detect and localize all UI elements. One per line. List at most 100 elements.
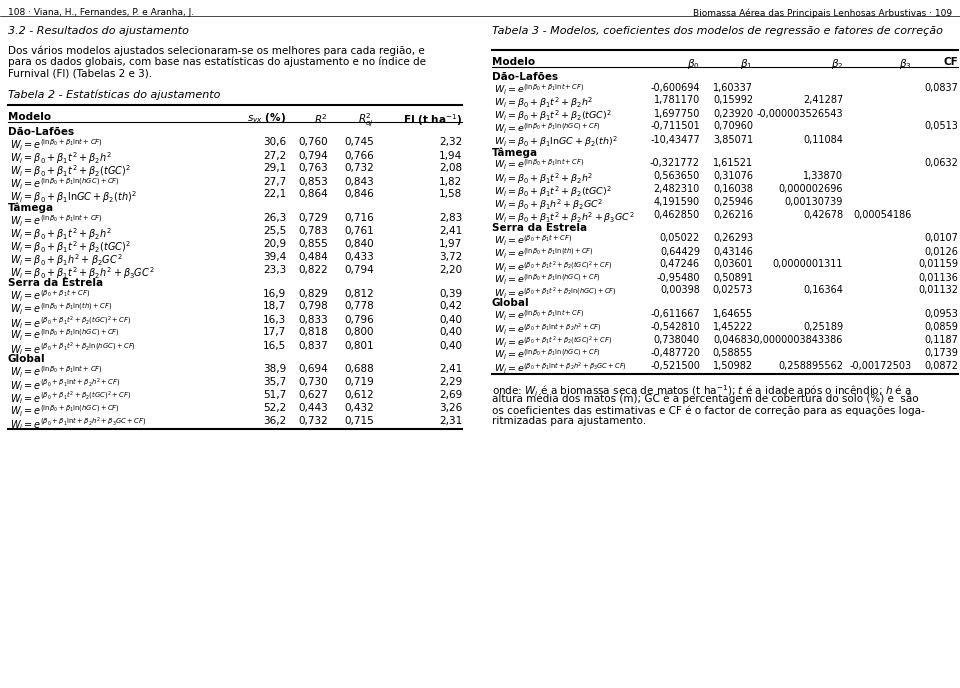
Text: $W_i = e^{(\beta_0+\beta_1 t^2+\beta_2(tGC)^2+CF)}$: $W_i = e^{(\beta_0+\beta_1 t^2+\beta_2(t… — [494, 335, 612, 351]
Text: Tabela 3 - Modelos, coeficientes dos modelos de regressão e fatores de correção: Tabela 3 - Modelos, coeficientes dos mod… — [492, 26, 943, 36]
Text: -0,600694: -0,600694 — [651, 83, 700, 92]
Text: 0,70960: 0,70960 — [713, 122, 753, 131]
Text: 0,738040: 0,738040 — [654, 335, 700, 345]
Text: $W_i = \beta_0 + \beta_1\mathrm{ln}GC + \beta_2(th)^2$: $W_i = \beta_0 + \beta_1\mathrm{ln}GC + … — [494, 134, 617, 149]
Text: 0,766: 0,766 — [345, 151, 374, 160]
Text: 0,688: 0,688 — [345, 364, 374, 374]
Text: 1,697750: 1,697750 — [654, 109, 700, 118]
Text: 0,801: 0,801 — [345, 341, 374, 350]
Text: 0,840: 0,840 — [345, 239, 374, 249]
Text: 0,16038: 0,16038 — [713, 184, 753, 194]
Text: 0,715: 0,715 — [345, 416, 374, 426]
Text: $W_i = \beta_0 + \beta_1 t^2 + \beta_2(tGC)^2$: $W_i = \beta_0 + \beta_1 t^2 + \beta_2(t… — [494, 109, 612, 123]
Text: Furnival (FI) (Tabelas 2 e 3).: Furnival (FI) (Tabelas 2 e 3). — [8, 68, 152, 78]
Text: $W_i = e^{(\mathrm{ln}\beta_0+\beta_1\mathrm{ln}(th)+CF)}$: $W_i = e^{(\mathrm{ln}\beta_0+\beta_1\ma… — [494, 246, 593, 261]
Text: $R^2_{aj}$: $R^2_{aj}$ — [358, 112, 374, 129]
Text: 2,29: 2,29 — [439, 377, 462, 387]
Text: -0,0000003843386: -0,0000003843386 — [751, 335, 843, 345]
Text: 1,97: 1,97 — [439, 239, 462, 249]
Text: 0,829: 0,829 — [299, 288, 328, 299]
Text: 39,4: 39,4 — [263, 252, 286, 262]
Text: Tâmega: Tâmega — [8, 202, 54, 213]
Text: $W_i = e^{(\mathrm{ln}\beta_0+\beta_1\mathrm{ln}(hGC)+CF)}$: $W_i = e^{(\mathrm{ln}\beta_0+\beta_1\ma… — [494, 272, 601, 287]
Text: FI (t ha$^{-1}$): FI (t ha$^{-1}$) — [403, 112, 462, 128]
Text: 0,0837: 0,0837 — [924, 83, 958, 92]
Text: 0,000002696: 0,000002696 — [779, 184, 843, 194]
Text: Tâmega: Tâmega — [492, 147, 539, 158]
Text: 16,9: 16,9 — [263, 288, 286, 299]
Text: -0,321772: -0,321772 — [650, 158, 700, 168]
Text: 1,33870: 1,33870 — [803, 171, 843, 181]
Text: 0,23920: 0,23920 — [713, 109, 753, 118]
Text: 0,864: 0,864 — [299, 189, 328, 200]
Text: 22,1: 22,1 — [263, 189, 286, 200]
Text: $W_i = e^{(\beta_0+\beta_1 t^2+\beta_2\mathrm{ln}(hGC)+CF)}$: $W_i = e^{(\beta_0+\beta_1 t^2+\beta_2\m… — [494, 286, 616, 301]
Text: 20,9: 20,9 — [263, 239, 286, 249]
Text: 0,846: 0,846 — [345, 189, 374, 200]
Text: Modelo: Modelo — [8, 112, 51, 122]
Text: -0,611667: -0,611667 — [650, 309, 700, 319]
Text: Serra da Estrela: Serra da Estrela — [492, 223, 588, 233]
Text: Dão-Lafões: Dão-Lafões — [492, 72, 558, 82]
Text: 0,812: 0,812 — [345, 288, 374, 299]
Text: 0,462850: 0,462850 — [654, 210, 700, 220]
Text: Biomassa Aérea das Principais Lenhosas Arbustivas · 109: Biomassa Aérea das Principais Lenhosas A… — [693, 8, 952, 17]
Text: 2,41287: 2,41287 — [803, 96, 843, 105]
Text: 17,7: 17,7 — [263, 327, 286, 338]
Text: 1,61521: 1,61521 — [713, 158, 753, 168]
Text: -0,521500: -0,521500 — [650, 361, 700, 371]
Text: $W_i = e^{(\beta_0+\beta_1 t^2+\beta_2\mathrm{ln}(hGC)+CF)}$: $W_i = e^{(\beta_0+\beta_1 t^2+\beta_2\m… — [10, 341, 136, 358]
Text: $W_i = e^{(\beta_0+\beta_1\mathrm{ln}t+\beta_2 h^2+\beta_3 GC+CF)}$: $W_i = e^{(\beta_0+\beta_1\mathrm{ln}t+\… — [494, 361, 627, 377]
Text: 0,719: 0,719 — [345, 377, 374, 387]
Text: 2,08: 2,08 — [439, 164, 462, 173]
Text: 0,00130739: 0,00130739 — [784, 197, 843, 207]
Text: 0,1187: 0,1187 — [924, 335, 958, 345]
Text: 16,5: 16,5 — [263, 341, 286, 350]
Text: os coeficientes das estimativas e CF é o factor de correção para as equações log: os coeficientes das estimativas e CF é o… — [492, 405, 924, 416]
Text: para os dados globais, com base nas estatísticas do ajustamento e no índice de: para os dados globais, com base nas esta… — [8, 56, 426, 67]
Text: 0,732: 0,732 — [345, 164, 374, 173]
Text: $W_i = e^{(\beta_0+\beta_1 t^2+\beta_2(tGC)^2+CF)}$: $W_i = e^{(\beta_0+\beta_1 t^2+\beta_2(t… — [10, 390, 132, 407]
Text: 0,0859: 0,0859 — [924, 322, 958, 332]
Text: $W_i = e^{(\mathrm{ln}\beta_0+\beta_1\mathrm{ln}(hGC)+CF)}$: $W_i = e^{(\mathrm{ln}\beta_0+\beta_1\ma… — [10, 403, 120, 418]
Text: $W_i = \beta_0 + \beta_1 h^2 + \beta_2 GC^2$: $W_i = \beta_0 + \beta_1 h^2 + \beta_2 G… — [494, 197, 604, 212]
Text: $W_i = \beta_0 + \beta_1 t^2 + \beta_2 h^2 + \beta_3 GC^2$: $W_i = \beta_0 + \beta_1 t^2 + \beta_2 h… — [10, 265, 155, 281]
Text: 0,716: 0,716 — [345, 213, 374, 223]
Text: 0,0872: 0,0872 — [924, 361, 958, 371]
Text: 16,3: 16,3 — [263, 314, 286, 325]
Text: 1,64655: 1,64655 — [713, 309, 753, 319]
Text: 0,796: 0,796 — [345, 314, 374, 325]
Text: $W_i = e^{(\mathrm{ln}\beta_0+\beta_1\mathrm{ln}t+CF)}$: $W_i = e^{(\mathrm{ln}\beta_0+\beta_1\ma… — [10, 138, 103, 153]
Text: Global: Global — [492, 299, 530, 308]
Text: 0,42: 0,42 — [439, 301, 462, 312]
Text: 0,47246: 0,47246 — [660, 259, 700, 270]
Text: $W_i = e^{(\mathrm{ln}\beta_0+\beta_1\mathrm{ln}(hGC)+CF)}$: $W_i = e^{(\mathrm{ln}\beta_0+\beta_1\ma… — [10, 177, 120, 192]
Text: Global: Global — [8, 354, 46, 363]
Text: $W_i = e^{(\mathrm{ln}\beta_0+\beta_1\mathrm{ln}(hGC)+CF)}$: $W_i = e^{(\mathrm{ln}\beta_0+\beta_1\ma… — [494, 348, 601, 362]
Text: 38,9: 38,9 — [263, 364, 286, 374]
Text: 23,3: 23,3 — [263, 265, 286, 275]
Text: 0,443: 0,443 — [299, 403, 328, 413]
Text: 0,794: 0,794 — [299, 151, 328, 160]
Text: 0,760: 0,760 — [299, 138, 328, 147]
Text: 0,43146: 0,43146 — [713, 246, 753, 257]
Text: 0,01159: 0,01159 — [918, 259, 958, 270]
Text: $W_i = e^{(\mathrm{ln}\beta_0+\beta_1\mathrm{ln}t+CF)}$: $W_i = e^{(\mathrm{ln}\beta_0+\beta_1\ma… — [494, 309, 585, 323]
Text: 0,25946: 0,25946 — [713, 197, 753, 207]
Text: $W_i = \beta_0 + \beta_1\mathrm{ln}GC + \beta_2(th)^2$: $W_i = \beta_0 + \beta_1\mathrm{ln}GC + … — [10, 189, 137, 205]
Text: $W_i = e^{(\beta_0+\beta_1 t^2+\beta_2(tGC)^2+CF)}$: $W_i = e^{(\beta_0+\beta_1 t^2+\beta_2(t… — [494, 259, 612, 275]
Text: 0,822: 0,822 — [299, 265, 328, 275]
Text: $W_i = e^{(\mathrm{ln}\beta_0+\beta_1\mathrm{ln}(hGC)+CF)}$: $W_i = e^{(\mathrm{ln}\beta_0+\beta_1\ma… — [10, 327, 120, 343]
Text: 0,03601: 0,03601 — [713, 259, 753, 270]
Text: CF: CF — [944, 57, 958, 67]
Text: 30,6: 30,6 — [263, 138, 286, 147]
Text: $W_i = \beta_0 + \beta_1 t^2 + \beta_2(tGC)^2$: $W_i = \beta_0 + \beta_1 t^2 + \beta_2(t… — [10, 239, 131, 255]
Text: 2,41: 2,41 — [439, 226, 462, 236]
Text: $W_i = \beta_0 + \beta_1 t^2 + \beta_2 h^2 + \beta_3 GC^2$: $W_i = \beta_0 + \beta_1 t^2 + \beta_2 h… — [494, 210, 635, 224]
Text: $W_i = e^{(\mathrm{ln}\beta_0+\beta_1\mathrm{ln}t+CF)}$: $W_i = e^{(\mathrm{ln}\beta_0+\beta_1\ma… — [494, 158, 585, 172]
Text: 0,0953: 0,0953 — [924, 309, 958, 319]
Text: 0,0513: 0,0513 — [924, 122, 958, 131]
Text: $W_i = \beta_0 + \beta_1 t^2 + \beta_2 h^2$: $W_i = \beta_0 + \beta_1 t^2 + \beta_2 h… — [10, 226, 112, 241]
Text: 3,26: 3,26 — [439, 403, 462, 413]
Text: 0,05022: 0,05022 — [660, 233, 700, 244]
